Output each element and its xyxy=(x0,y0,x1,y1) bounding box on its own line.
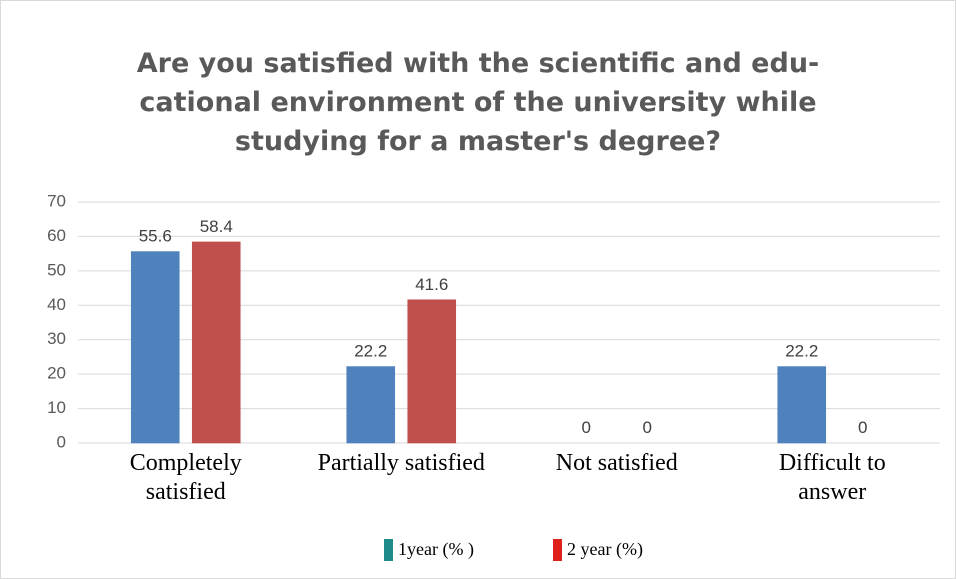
data-label: 58.4 xyxy=(200,217,233,236)
x-tick-label: Partially satisfied xyxy=(317,450,485,476)
legend-swatch xyxy=(553,539,562,561)
chart-title: cational environment of the university w… xyxy=(139,87,816,118)
bar xyxy=(346,366,396,444)
x-tick-label: Not satisfied xyxy=(555,450,678,476)
y-tick-label: 40 xyxy=(47,295,66,314)
y-tick-label: 60 xyxy=(47,226,66,245)
legend-label: 1year (% ) xyxy=(398,539,474,560)
y-tick-label: 0 xyxy=(57,432,66,451)
bar xyxy=(777,366,827,444)
chart-title: studying for a master's degree? xyxy=(235,126,721,157)
x-tick-label: Completely satisfied xyxy=(129,450,242,505)
legend-swatch xyxy=(384,539,393,561)
legend-label: 2 year (%) xyxy=(567,539,643,560)
data-label: 22.2 xyxy=(785,342,818,361)
y-tick-label: 30 xyxy=(47,329,66,348)
y-tick-label: 50 xyxy=(47,260,66,279)
chart-title: Are you satisfied with the scientific an… xyxy=(137,48,820,79)
y-tick-label: 70 xyxy=(47,191,66,210)
data-label: 0 xyxy=(643,418,652,437)
data-label: 0 xyxy=(858,418,867,437)
data-label: 55.6 xyxy=(139,227,172,246)
data-label: 41.6 xyxy=(415,275,448,294)
bar xyxy=(191,241,241,444)
bar xyxy=(130,251,180,444)
y-tick-label: 10 xyxy=(47,398,66,417)
data-label: 22.2 xyxy=(354,342,387,361)
y-tick-label: 20 xyxy=(47,364,66,383)
data-label: 0 xyxy=(582,418,591,437)
bar xyxy=(407,299,457,444)
x-tick-label: Difficult to answer xyxy=(778,450,886,505)
